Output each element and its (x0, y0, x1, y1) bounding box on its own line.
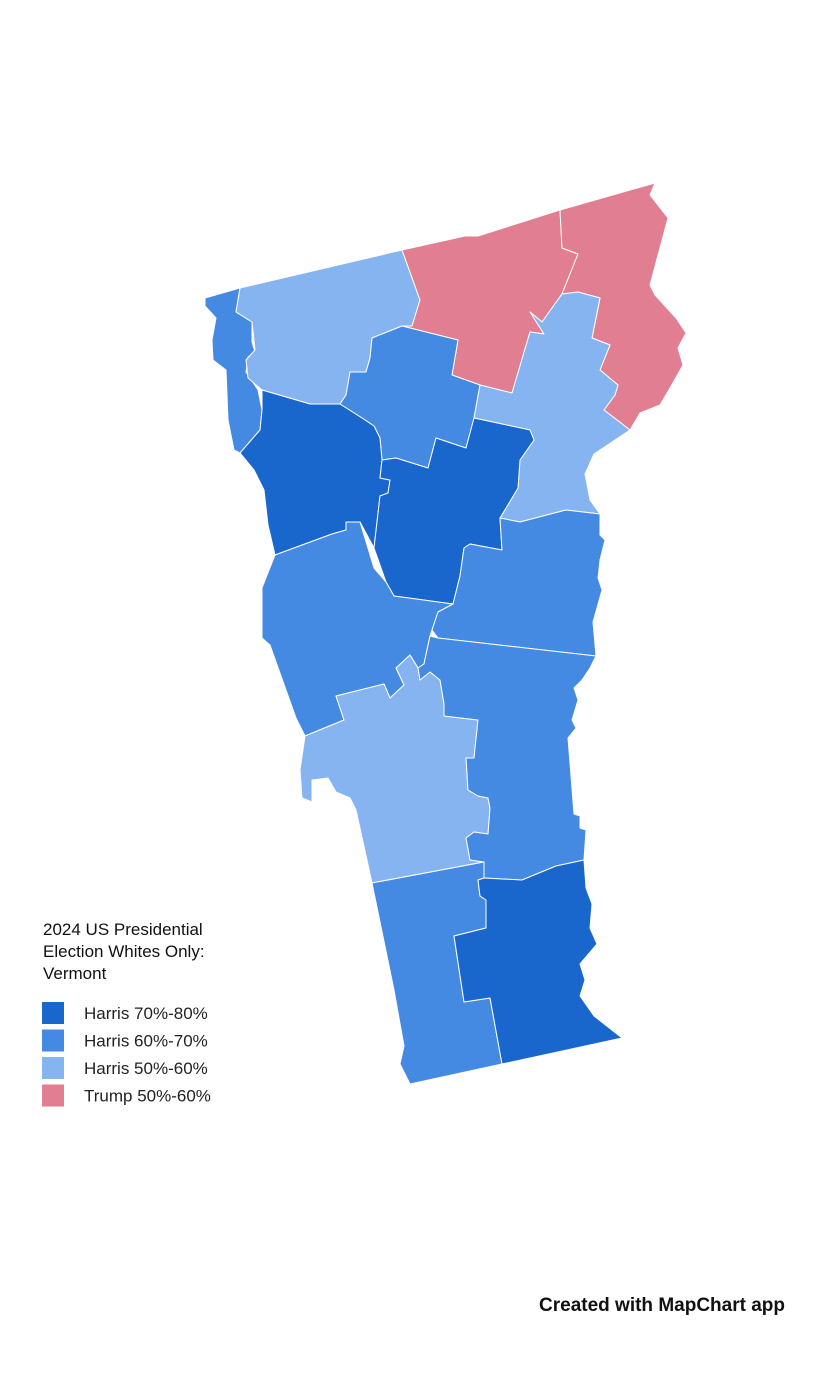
counties (204, 182, 687, 1085)
credit: Created with MapChart app (539, 1295, 785, 1316)
legend-label: Trump 50%-60% (84, 1087, 211, 1106)
legend-title: Election Whites Only: (43, 942, 205, 961)
county (417, 635, 597, 881)
legend-label: Harris 60%-70% (84, 1032, 208, 1051)
legend-title: 2024 US Presidential (43, 920, 203, 939)
legend-title: Vermont (43, 964, 107, 983)
legend-swatch (42, 1084, 64, 1107)
legend-swatch (42, 1002, 64, 1024)
legend-swatch (42, 1029, 64, 1052)
legend-label: Harris 70%-80% (84, 1004, 208, 1023)
legend-label: Harris 50%-60% (84, 1059, 208, 1078)
legend: 2024 US Presidential Election Whites Only… (42, 920, 211, 1107)
county (453, 859, 623, 1065)
legend-swatch (42, 1057, 64, 1079)
county (239, 389, 391, 556)
